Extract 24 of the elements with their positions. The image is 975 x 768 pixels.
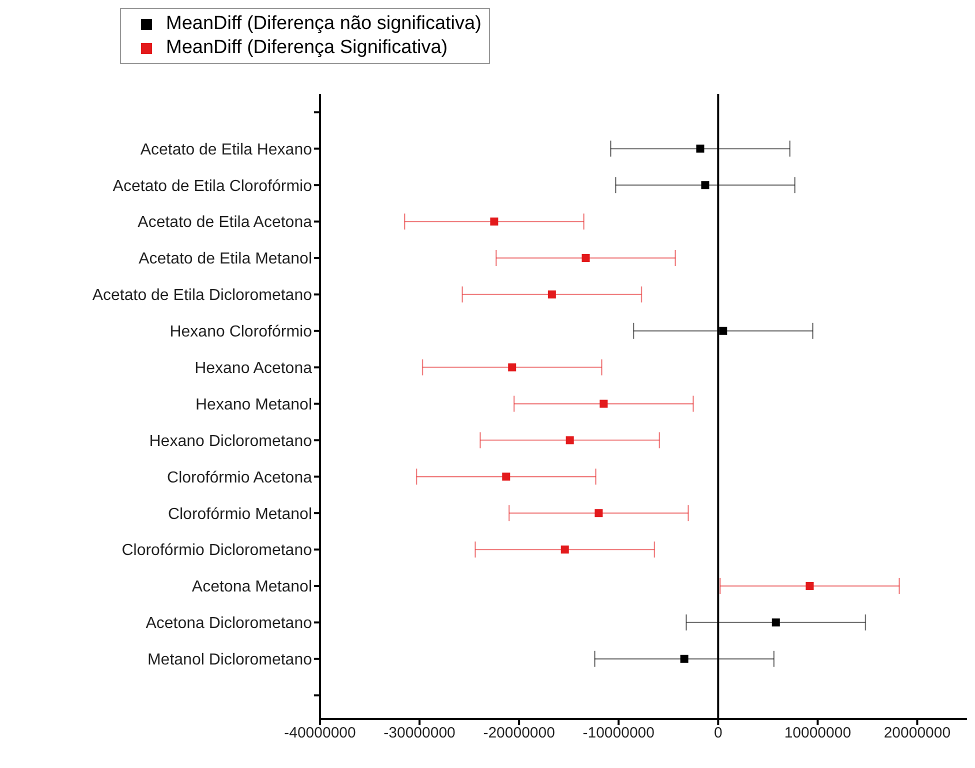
- y-tick-label: Hexano Clorofórmio: [170, 324, 312, 341]
- x-tick-label: -20000000: [483, 724, 555, 742]
- y-tick-label: Acetona Metanol: [192, 578, 312, 596]
- y-tick-label: Acetato de Etila Hexano: [140, 141, 312, 158]
- y-tick-label: Metanol Diclorometano: [147, 652, 312, 669]
- y-tick-label: Hexano Diclorometano: [149, 432, 312, 450]
- y-tick-label: Acetato de Etila Diclorometano: [92, 287, 312, 304]
- legend-label: MeanDiff (Diferença não significativa): [165, 12, 482, 36]
- y-tick-label: Acetona Diclorometano: [146, 615, 312, 632]
- y-tick-label: Clorofórmio Diclorometano: [122, 542, 312, 560]
- y-tick-label: Acetato de Etila Metanol: [138, 250, 312, 268]
- y-tick-label: Hexano Acetona: [194, 360, 312, 378]
- x-tick-label: -10000000: [582, 724, 654, 742]
- x-tick-label: 20000000: [884, 724, 951, 742]
- x-tick-label: 0: [714, 724, 722, 742]
- y-tick-label: Hexano Metanol: [195, 396, 312, 414]
- x-tick-label: 10000000: [784, 724, 852, 742]
- x-tick-label: -40000000: [284, 724, 356, 742]
- legend-label: MeanDiff (Diferença Significativa): [165, 36, 449, 60]
- y-tick-label: Clorofórmio Metanol: [168, 506, 312, 523]
- y-tick-label: Clorofórmio Acetona: [167, 469, 312, 486]
- x-tick-label: -30000000: [384, 724, 456, 742]
- y-tick-label: Acetato de Etila Clorofórmio: [112, 178, 312, 195]
- y-tick-label: Acetato de Etila Acetona: [138, 214, 312, 232]
